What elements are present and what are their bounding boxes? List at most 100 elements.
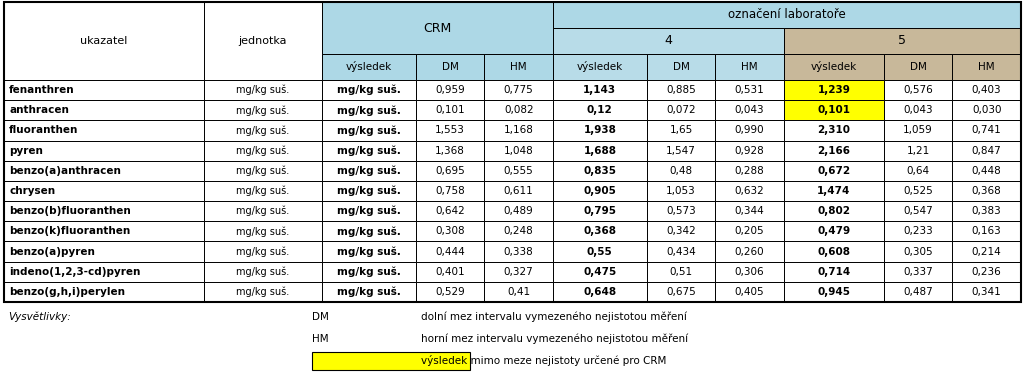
Bar: [4, 241, 204, 262]
Text: benzo(a)pyren: benzo(a)pyren: [9, 246, 95, 256]
Text: výsledek mimo meze nejistoty určené pro CRM: výsledek mimo meze nejistoty určené pro …: [421, 355, 667, 367]
Bar: [416, 80, 484, 100]
Bar: [884, 141, 952, 161]
Bar: [952, 161, 1021, 181]
Text: 1,938: 1,938: [584, 126, 616, 136]
Bar: [484, 221, 553, 241]
Text: 0,368: 0,368: [972, 186, 1001, 196]
Text: 0,576: 0,576: [903, 85, 933, 95]
Bar: [646, 100, 716, 121]
Bar: [553, 262, 646, 282]
Text: 0,632: 0,632: [734, 186, 765, 196]
Text: 0,072: 0,072: [667, 105, 695, 115]
Text: 4: 4: [665, 35, 673, 47]
Bar: [484, 201, 553, 221]
Bar: [416, 282, 484, 302]
Text: výsledek: výsledek: [811, 62, 857, 72]
Text: 0,885: 0,885: [666, 85, 696, 95]
Text: mg/kg suš.: mg/kg suš.: [337, 85, 401, 95]
Text: 0,327: 0,327: [504, 267, 534, 277]
Text: 0,444: 0,444: [435, 246, 465, 256]
Text: 1,048: 1,048: [504, 146, 534, 156]
Text: 1,053: 1,053: [666, 186, 696, 196]
Text: 0,405: 0,405: [735, 287, 764, 297]
Text: mg/kg suš.: mg/kg suš.: [337, 146, 401, 156]
Text: 1,474: 1,474: [817, 186, 851, 196]
Bar: [646, 262, 716, 282]
Text: 0,64: 0,64: [906, 166, 930, 176]
Text: 1,553: 1,553: [435, 126, 465, 136]
Bar: [884, 54, 952, 80]
Bar: [784, 282, 884, 302]
Text: benzo(a)anthracen: benzo(a)anthracen: [9, 166, 121, 176]
Bar: [716, 121, 784, 141]
Bar: [553, 80, 646, 100]
Bar: [884, 181, 952, 201]
Text: Vysvětlivky:: Vysvětlivky:: [8, 312, 71, 322]
Text: anthracen: anthracen: [9, 105, 69, 115]
Bar: [553, 121, 646, 141]
Text: 0,337: 0,337: [903, 267, 933, 277]
Bar: [323, 80, 416, 100]
Bar: [416, 121, 484, 141]
Bar: [323, 241, 416, 262]
Text: 0,835: 0,835: [584, 166, 616, 176]
Text: mg/kg suš.: mg/kg suš.: [337, 266, 401, 277]
Bar: [553, 2, 1021, 28]
Bar: [4, 2, 204, 80]
Text: 1,239: 1,239: [817, 85, 850, 95]
Bar: [484, 54, 553, 80]
Text: HM: HM: [741, 62, 758, 72]
Text: 1,143: 1,143: [584, 85, 616, 95]
Text: mg/kg suš.: mg/kg suš.: [337, 125, 401, 136]
Text: 0,648: 0,648: [584, 287, 616, 297]
Text: 0,573: 0,573: [666, 206, 696, 216]
Bar: [484, 282, 553, 302]
Text: 0,547: 0,547: [903, 206, 933, 216]
Text: 2,166: 2,166: [817, 146, 850, 156]
Bar: [484, 241, 553, 262]
Text: DM: DM: [312, 312, 329, 322]
Text: 0,101: 0,101: [817, 105, 850, 115]
Bar: [884, 80, 952, 100]
Bar: [784, 161, 884, 181]
Bar: [323, 161, 416, 181]
Text: 0,401: 0,401: [435, 267, 465, 277]
Bar: [716, 241, 784, 262]
Text: 0,741: 0,741: [972, 126, 1001, 136]
Text: 0,479: 0,479: [817, 226, 850, 236]
Bar: [716, 282, 784, 302]
Bar: [4, 100, 204, 121]
Bar: [416, 100, 484, 121]
Bar: [204, 201, 323, 221]
Bar: [416, 181, 484, 201]
Bar: [716, 262, 784, 282]
Bar: [553, 28, 784, 54]
Text: 0,642: 0,642: [435, 206, 465, 216]
Text: 0,383: 0,383: [972, 206, 1001, 216]
Bar: [952, 282, 1021, 302]
Bar: [416, 241, 484, 262]
Text: DM: DM: [673, 62, 689, 72]
Text: 0,233: 0,233: [903, 226, 933, 236]
Bar: [553, 282, 646, 302]
Bar: [204, 141, 323, 161]
Text: 0,802: 0,802: [817, 206, 850, 216]
Bar: [716, 54, 784, 80]
Bar: [4, 181, 204, 201]
Bar: [716, 221, 784, 241]
Bar: [416, 141, 484, 161]
Text: HM: HM: [978, 62, 995, 72]
Text: mg/kg suš.: mg/kg suš.: [237, 226, 290, 237]
Text: 0,341: 0,341: [972, 287, 1001, 297]
Text: fluoranthen: fluoranthen: [9, 126, 79, 136]
Text: 0,695: 0,695: [435, 166, 465, 176]
Text: 1,21: 1,21: [906, 146, 930, 156]
Text: mg/kg suš.: mg/kg suš.: [237, 125, 290, 136]
Text: benzo(g,h,i)perylen: benzo(g,h,i)perylen: [9, 287, 125, 297]
Bar: [952, 141, 1021, 161]
Text: 0,305: 0,305: [903, 246, 933, 256]
Text: 0,672: 0,672: [817, 166, 850, 176]
Text: 0,248: 0,248: [504, 226, 534, 236]
Bar: [716, 161, 784, 181]
